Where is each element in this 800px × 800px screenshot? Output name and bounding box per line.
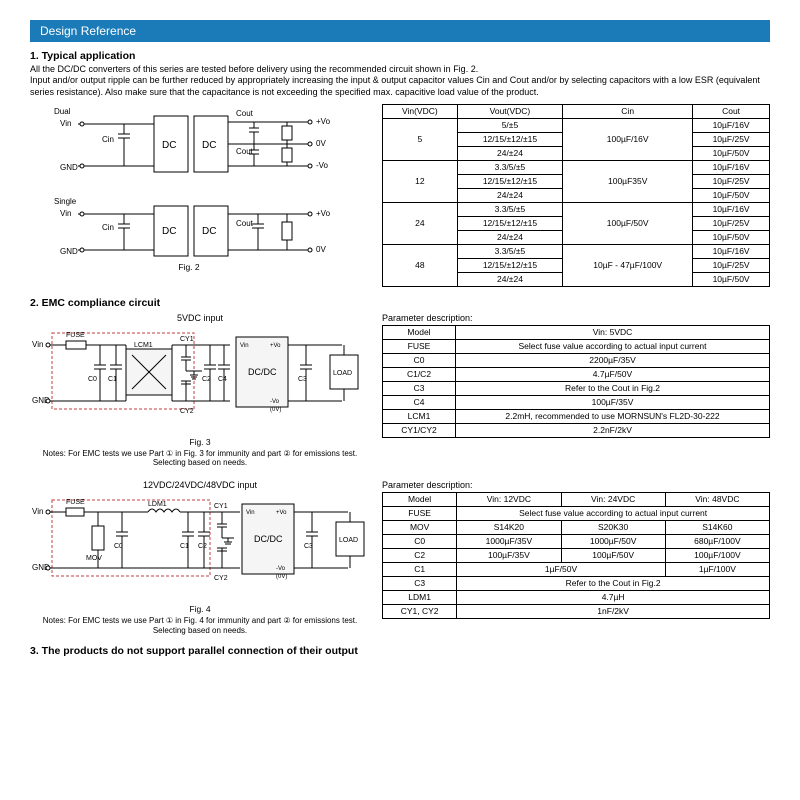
svg-text:C2: C2 xyxy=(202,376,211,383)
svg-text:Fig. 2: Fig. 2 xyxy=(178,262,200,272)
typical-app-table: Vin(VDC)Vout(VDC)CinCout55/±5100µF/16V10… xyxy=(382,104,770,287)
svg-text:DC/DC: DC/DC xyxy=(254,534,283,544)
svg-text:DC/DC: DC/DC xyxy=(248,367,277,377)
table2-title: Parameter description: xyxy=(382,313,770,323)
section1-body: All the DC/DC converters of this series … xyxy=(30,64,770,98)
svg-text:-Vo: -Vo xyxy=(270,399,280,405)
svg-text:DC: DC xyxy=(202,140,216,151)
table3-title: Parameter description: xyxy=(382,480,770,490)
emc-5v-table: ModelVin: 5VDCFUSESelect fuse value acco… xyxy=(382,325,770,438)
svg-text:GND: GND xyxy=(60,163,78,172)
svg-text:CY1: CY1 xyxy=(180,336,194,343)
svg-text:Vin: Vin xyxy=(246,510,255,516)
fig4-notes: Notes: For EMC tests we use Part ① in Fi… xyxy=(30,616,370,635)
svg-text:MOV: MOV xyxy=(86,555,102,562)
svg-text:C0: C0 xyxy=(88,376,97,383)
svg-text:C0: C0 xyxy=(114,543,123,550)
svg-text:FUSE: FUSE xyxy=(66,332,85,339)
svg-text:C3: C3 xyxy=(304,543,313,550)
svg-text:Cout: Cout xyxy=(236,109,254,118)
fig3-caption: Fig. 3 xyxy=(30,437,370,447)
svg-text:LDM1: LDM1 xyxy=(148,501,167,508)
svg-text:C1: C1 xyxy=(180,543,189,550)
header-bar: Design Reference xyxy=(30,20,770,42)
fig4-caption: Fig. 4 xyxy=(30,604,370,614)
svg-text:DC: DC xyxy=(162,226,176,237)
svg-text:-Vo: -Vo xyxy=(316,161,329,170)
svg-text:FUSE: FUSE xyxy=(66,499,85,506)
svg-text:+Vo: +Vo xyxy=(316,209,331,218)
svg-text:Vin: Vin xyxy=(240,343,249,349)
svg-text:C3: C3 xyxy=(298,376,307,383)
fig3-diagram: 5VDC input Vin FUSE GND C0 C1 xyxy=(30,311,370,468)
fig4-diagram: 12VDC/24VDC/48VDC input Vin FUSE GND MOV… xyxy=(30,478,370,635)
svg-text:C2: C2 xyxy=(198,543,207,550)
svg-text:CY1: CY1 xyxy=(214,503,228,510)
svg-text:DC: DC xyxy=(162,140,176,151)
fig3-notes: Notes: For EMC tests we use Part ① in Fi… xyxy=(30,449,370,468)
svg-text:LCM1: LCM1 xyxy=(134,342,153,349)
fig2-diagram: Dual Vin GND Cin DC DC +Vo xyxy=(30,104,370,278)
emc-12-48v-table: ModelVin: 12VDCVin: 24VDCVin: 48VDCFUSES… xyxy=(382,492,770,619)
svg-text:CY2: CY2 xyxy=(180,408,194,415)
svg-text:-Vo: -Vo xyxy=(276,566,286,572)
svg-text:+Vo: +Vo xyxy=(276,510,287,516)
svg-text:(0V): (0V) xyxy=(276,574,287,580)
svg-text:C1: C1 xyxy=(108,376,117,383)
svg-text:C4: C4 xyxy=(218,376,227,383)
svg-text:Cin: Cin xyxy=(102,223,114,232)
svg-text:Vin: Vin xyxy=(32,340,43,349)
section1-title: 1. Typical application xyxy=(30,50,770,62)
svg-text:Single: Single xyxy=(54,197,77,206)
svg-text:+Vo: +Vo xyxy=(316,117,331,126)
svg-text:(0V): (0V) xyxy=(270,407,281,413)
svg-text:Cout: Cout xyxy=(236,147,254,156)
fig2-dual-label: Dual xyxy=(54,107,71,116)
svg-text:CY2: CY2 xyxy=(214,575,228,582)
svg-text:+Vo: +Vo xyxy=(270,343,281,349)
section2-title: 2. EMC compliance circuit xyxy=(30,297,770,309)
svg-text:LOAD: LOAD xyxy=(333,370,352,377)
svg-text:Vin: Vin xyxy=(60,209,71,218)
svg-text:0V: 0V xyxy=(316,245,326,254)
svg-text:Vin: Vin xyxy=(32,507,43,516)
svg-text:DC: DC xyxy=(202,226,216,237)
svg-text:Vin: Vin xyxy=(60,119,71,128)
svg-text:Cout: Cout xyxy=(236,219,254,228)
svg-text:GND: GND xyxy=(60,247,78,256)
svg-text:0V: 0V xyxy=(316,139,326,148)
svg-text:Cin: Cin xyxy=(102,135,114,144)
section3-title: 3. The products do not support parallel … xyxy=(30,645,770,657)
svg-text:LOAD: LOAD xyxy=(339,537,358,544)
